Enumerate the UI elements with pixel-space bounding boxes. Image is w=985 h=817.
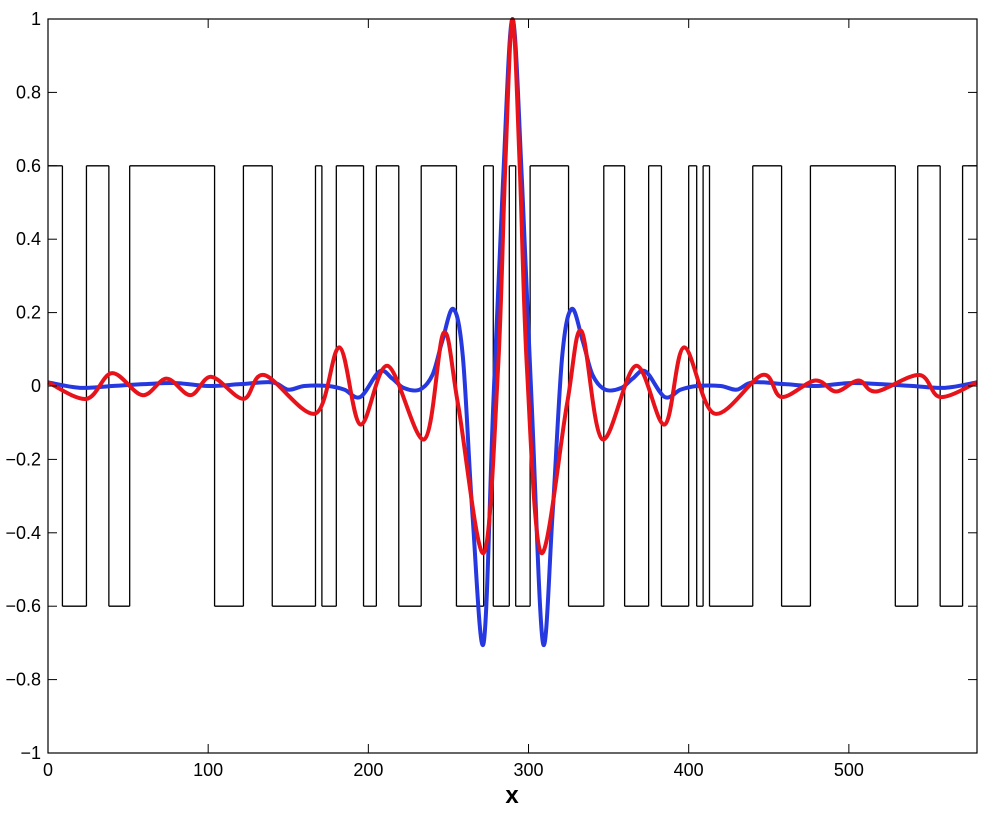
- x-tick-label: 0: [43, 760, 53, 780]
- x-tick-label: 200: [353, 760, 383, 780]
- y-tick-label: 0.2: [16, 303, 41, 323]
- series-line: [47, 17, 978, 648]
- y-tick-label: −0.2: [5, 449, 41, 469]
- y-tick-label: −0.4: [5, 523, 41, 543]
- x-tick-label: 500: [834, 760, 864, 780]
- y-tick-label: −0.8: [5, 670, 41, 690]
- x-tick-label: 300: [513, 760, 543, 780]
- y-tick-label: 0.6: [16, 156, 41, 176]
- y-tick-label: 1: [31, 9, 41, 29]
- x-axis-label: x: [505, 782, 519, 809]
- y-tick-label: −0.6: [5, 596, 41, 616]
- y-tick-label: 0.4: [16, 229, 41, 249]
- y-tick-label: −1: [20, 743, 41, 763]
- x-tick-label: 100: [193, 760, 223, 780]
- y-tick-label: 0.8: [16, 82, 41, 102]
- x-tick-label: 400: [674, 760, 704, 780]
- series-line: [47, 17, 978, 556]
- y-tick-label: 0: [31, 376, 41, 396]
